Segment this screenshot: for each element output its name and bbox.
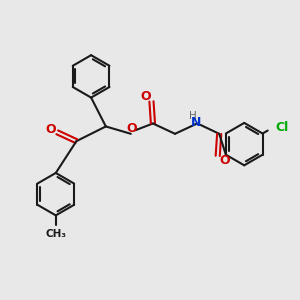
Text: N: N: [190, 116, 201, 128]
Text: O: O: [46, 124, 56, 136]
Text: O: O: [219, 154, 230, 167]
Text: O: O: [126, 122, 137, 135]
Text: CH₃: CH₃: [45, 229, 66, 238]
Text: O: O: [140, 91, 151, 103]
Text: Cl: Cl: [276, 121, 289, 134]
Text: H: H: [189, 111, 196, 121]
